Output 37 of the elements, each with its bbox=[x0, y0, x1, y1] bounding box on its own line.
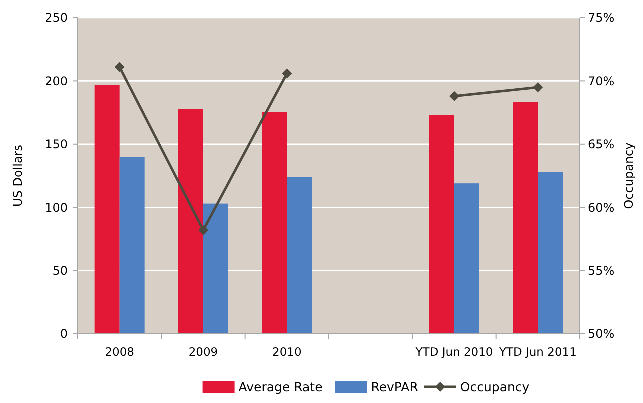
y-tick-label: 50 bbox=[52, 264, 68, 278]
x-tick-label: YTD Jun 2011 bbox=[498, 345, 577, 359]
legend-label: Occupancy bbox=[460, 379, 530, 394]
bar bbox=[538, 172, 564, 334]
y2-axis-title: Occupancy bbox=[622, 142, 636, 210]
y2-tick-label: 60% bbox=[588, 200, 615, 215]
bar bbox=[513, 102, 538, 334]
bar bbox=[120, 157, 145, 334]
x-tick-label: 2009 bbox=[188, 345, 218, 359]
bar bbox=[287, 177, 312, 334]
y2-tick-label: 65% bbox=[588, 138, 615, 152]
point bbox=[114, 62, 125, 72]
y-axis-title: US Dollars bbox=[11, 144, 25, 208]
y-tick-label: 0 bbox=[60, 327, 68, 342]
point bbox=[533, 82, 544, 93]
legend-label: Average Rate bbox=[238, 379, 324, 394]
y-tick-label: 100 bbox=[45, 200, 68, 215]
x-tick-label: 2010 bbox=[272, 345, 302, 359]
bar bbox=[178, 109, 204, 334]
y-tick-label: 250 bbox=[45, 11, 68, 26]
x-tick-label: YTD Jun 2010 bbox=[414, 345, 494, 359]
legend-label: RevPAR bbox=[371, 379, 419, 394]
y2-tick-label: 50% bbox=[588, 327, 615, 342]
point bbox=[282, 68, 292, 79]
y-tick-label: 200 bbox=[45, 74, 68, 88]
y-tick-label: 150 bbox=[45, 138, 68, 152]
bar bbox=[454, 184, 480, 334]
point bbox=[450, 91, 460, 102]
point bbox=[198, 225, 208, 236]
bar bbox=[430, 115, 454, 334]
x-tick-label: 2008 bbox=[105, 345, 134, 359]
bar bbox=[262, 112, 288, 334]
bar bbox=[94, 84, 120, 334]
y2-tick-label: 70% bbox=[588, 74, 615, 88]
y2-tick-label: 75% bbox=[588, 11, 615, 26]
bar bbox=[204, 204, 228, 334]
y2-tick-label: 55% bbox=[588, 264, 615, 278]
